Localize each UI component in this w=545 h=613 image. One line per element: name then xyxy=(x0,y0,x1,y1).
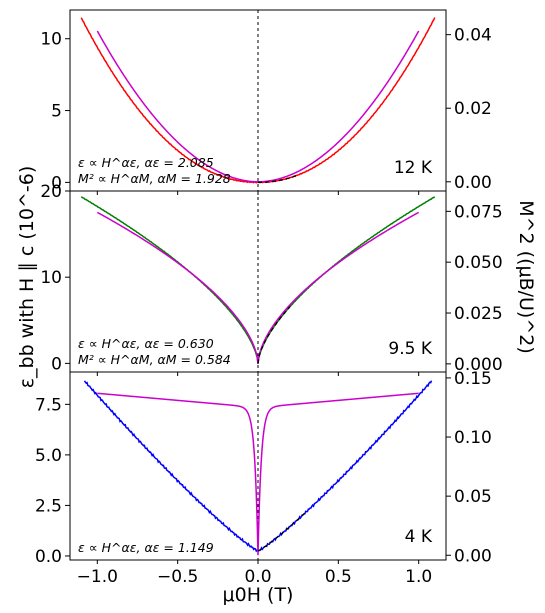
fit-annotation: M² ∝ H^αM, αM = 0.584 xyxy=(78,352,231,367)
fit-annotation: ε ∝ H^αε, αε = 0.630 xyxy=(78,336,214,351)
x-tick-label: 1.0 xyxy=(405,567,432,587)
right-tick-label: 0.04 xyxy=(454,26,492,46)
left-tick-label: 5.0 xyxy=(35,446,62,466)
panel-1: 0 10 20 0.000 0.025 0.050 0.075 9.5 K ε ∝ H^αε, … xyxy=(40,182,503,376)
left-tick-label: 0 xyxy=(51,173,62,193)
series-group xyxy=(80,10,436,191)
right-tick-label: 0.075 xyxy=(454,202,503,222)
x-tick-label: −0.5 xyxy=(157,567,198,587)
temperature-label: 4 K xyxy=(405,527,433,547)
left-tick-label: 2.5 xyxy=(35,496,62,516)
y-axis-label-right: M^2 ((μB/U)^2) xyxy=(515,200,537,354)
left-tick-label: 0.0 xyxy=(35,547,62,567)
right-tick-label: 0.00 xyxy=(454,173,492,193)
series-group xyxy=(83,372,433,560)
x-tick-label: −1.0 xyxy=(77,567,118,587)
left-tick-label: 20 xyxy=(40,182,62,202)
fit-annotation: ε ∝ H^αε, αε = 1.149 xyxy=(78,540,214,555)
y-axis-label-left: ε_bb with H ∥ c (10^-6) xyxy=(16,166,38,389)
left-tick-label: 10 xyxy=(40,30,62,50)
fit-annotation: ε ∝ H^αε, αε = 2.085 xyxy=(78,155,214,170)
right-tick-label: 0.00 xyxy=(454,546,492,566)
right-tick-label: 0.15 xyxy=(454,369,492,389)
left-tick-label: 0 xyxy=(51,354,62,374)
temperature-label: 12 K xyxy=(394,158,433,178)
temperature-label: 9.5 K xyxy=(388,339,432,359)
right-tick-label: 0.02 xyxy=(454,99,492,119)
right-tick-label: 0.05 xyxy=(454,487,492,507)
right-tick-label: 0.025 xyxy=(454,304,503,324)
left-tick-label: 5 xyxy=(51,102,62,122)
panel-0: 0 5 10 0.00 0.02 0.04 12 K ε ∝ H^αε, αε = 2.085… xyxy=(40,9,492,195)
x-axis: −1.0 −0.5 0.0 0.5 1.0 xyxy=(77,567,433,587)
panel-2: 0.0 2.5 5.0 7.5 0.00 0.05 0.10 0.15 4 K ε ∝ H^αε,… xyxy=(35,369,492,567)
x-axis-label: μ0H (T) xyxy=(223,584,294,606)
x-tick-label: 0.0 xyxy=(244,567,271,587)
series-group xyxy=(80,191,436,372)
m2-series xyxy=(97,392,419,556)
right-tick-label: 0.10 xyxy=(454,428,492,448)
fit-curve xyxy=(257,511,307,552)
m2-series xyxy=(96,211,420,364)
left-tick-label: 7.5 xyxy=(35,395,62,415)
right-tick-label: 0.050 xyxy=(454,253,503,273)
fit-annotation: M² ∝ H^αM, αM = 1.928 xyxy=(78,171,231,186)
right-tick-label: 0.000 xyxy=(454,355,503,375)
x-tick-label: 0.5 xyxy=(325,567,352,587)
left-tick-label: 10 xyxy=(40,268,62,288)
fit-curve xyxy=(257,306,291,364)
